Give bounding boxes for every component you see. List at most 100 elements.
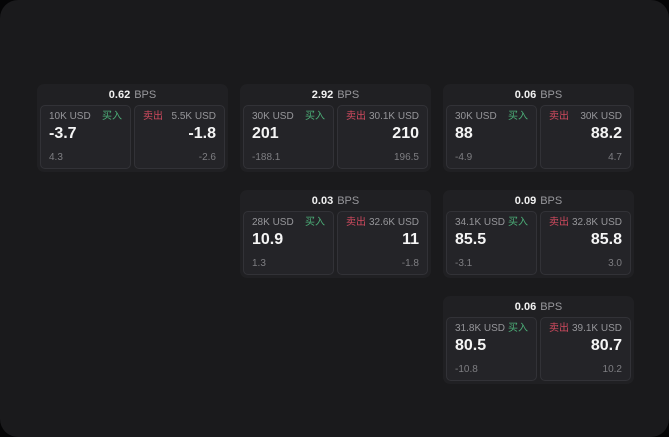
sell-pane[interactable]: 卖出 32.6K USD 11 -1.8 [337, 211, 428, 275]
buy-delta: -188.1 [252, 152, 281, 163]
sell-pane-header: 卖出 32.8K USD [549, 218, 622, 228]
buy-price: 201 [252, 125, 279, 142]
buy-price: 88 [455, 125, 473, 142]
buy-amount: 30K USD [455, 111, 497, 122]
buy-price: -3.7 [49, 125, 77, 142]
buy-delta: -3.1 [455, 258, 473, 269]
buy-amount: 34.1K USD [455, 217, 506, 228]
sell-pane-header: 卖出 39.1K USD [549, 324, 622, 334]
buy-label: 买入 [305, 217, 325, 228]
quote-card: 0.06 BPS 30K USD 买入 88 -4.9 卖出 30K USD [443, 84, 634, 172]
buy-delta: 4.3 [49, 152, 63, 163]
buy-price: 80.5 [455, 337, 487, 354]
bps-value: 0.06 [514, 301, 537, 313]
sell-label: 卖出 [143, 111, 163, 122]
buy-pane-header: 31.8K USD 买入 [455, 324, 528, 334]
buy-amount: 10K USD [49, 111, 91, 122]
buy-pane[interactable]: 30K USD 买入 88 -4.9 [446, 105, 537, 169]
sell-label: 卖出 [549, 323, 569, 334]
bps-unit: BPS [134, 89, 157, 101]
card-header: 0.06 BPS [446, 298, 631, 317]
buy-pane[interactable]: 30K USD 买入 201 -188.1 [243, 105, 334, 169]
sell-pane-header: 卖出 30.1K USD [346, 112, 419, 122]
buy-pane-header: 30K USD 买入 [455, 112, 528, 122]
cards-grid: 0.62 BPS 10K USD 买入 -3.7 4.3 卖出 5.5K USD [37, 84, 634, 384]
sell-pane[interactable]: 卖出 32.8K USD 85.8 3.0 [540, 211, 631, 275]
sell-price: 11 [402, 231, 419, 248]
sell-delta: 4.7 [608, 152, 622, 163]
buy-price: 10.9 [252, 231, 284, 248]
bps-unit: BPS [337, 89, 360, 101]
quote-card: 2.92 BPS 30K USD 买入 201 -188.1 卖出 30.1K … [240, 84, 431, 172]
sell-pane-header: 卖出 5.5K USD [143, 112, 216, 122]
sell-label: 卖出 [549, 111, 569, 122]
buy-amount: 30K USD [252, 111, 294, 122]
sell-price: 85.8 [590, 231, 622, 248]
sell-price: 88.2 [590, 125, 622, 142]
bps-unit: BPS [337, 195, 360, 207]
sell-pane[interactable]: 卖出 39.1K USD 80.7 10.2 [540, 317, 631, 381]
sell-pane[interactable]: 卖出 30.1K USD 210 196.5 [337, 105, 428, 169]
sell-pane[interactable]: 卖出 30K USD 88.2 4.7 [540, 105, 631, 169]
buy-pane[interactable]: 28K USD 买入 10.9 1.3 [243, 211, 334, 275]
sell-price: 80.7 [590, 337, 622, 354]
bps-value: 0.03 [311, 195, 334, 207]
sell-price: 210 [392, 125, 419, 142]
pane-row: 31.8K USD 买入 80.5 -10.8 卖出 39.1K USD 80.… [446, 317, 631, 381]
card-header: 0.62 BPS [40, 86, 225, 105]
sell-amount: 32.8K USD [571, 217, 622, 228]
sell-delta: -2.6 [198, 152, 216, 163]
sell-delta: 196.5 [393, 152, 419, 163]
buy-amount: 28K USD [252, 217, 294, 228]
sell-amount: 30K USD [580, 111, 622, 122]
bps-value: 2.92 [311, 89, 334, 101]
buy-label: 买入 [305, 111, 325, 122]
quote-card: 0.62 BPS 10K USD 买入 -3.7 4.3 卖出 5.5K USD [37, 84, 228, 172]
sell-amount: 5.5K USD [171, 111, 216, 122]
sell-price: -1.8 [188, 125, 216, 142]
sell-label: 卖出 [346, 111, 366, 122]
sell-pane-header: 卖出 30K USD [549, 112, 622, 122]
card-header: 0.09 BPS [446, 192, 631, 211]
buy-delta: -10.8 [455, 364, 478, 375]
sell-delta: -1.8 [401, 258, 419, 269]
bps-unit: BPS [540, 195, 563, 207]
pane-row: 30K USD 买入 88 -4.9 卖出 30K USD 88.2 4.7 [446, 105, 631, 169]
buy-delta: -4.9 [455, 152, 473, 163]
sell-pane[interactable]: 卖出 5.5K USD -1.8 -2.6 [134, 105, 225, 169]
sell-label: 卖出 [549, 217, 569, 228]
card-header: 0.06 BPS [446, 86, 631, 105]
buy-label: 买入 [508, 217, 528, 228]
buy-price: 85.5 [455, 231, 487, 248]
buy-amount: 31.8K USD [455, 323, 506, 334]
quote-card: 0.09 BPS 34.1K USD 买入 85.5 -3.1 卖出 32.8K… [443, 190, 634, 278]
sell-label: 卖出 [346, 217, 366, 228]
card-header: 0.03 BPS [243, 192, 428, 211]
sell-pane-header: 卖出 32.6K USD [346, 218, 419, 228]
buy-pane-header: 34.1K USD 买入 [455, 218, 528, 228]
buy-pane[interactable]: 10K USD 买入 -3.7 4.3 [40, 105, 131, 169]
sell-delta: 3.0 [608, 258, 622, 269]
sell-amount: 30.1K USD [368, 111, 419, 122]
card-header: 2.92 BPS [243, 86, 428, 105]
bps-value: 0.09 [514, 195, 537, 207]
buy-label: 买入 [508, 323, 528, 334]
bps-value: 0.62 [108, 89, 131, 101]
pane-row: 34.1K USD 买入 85.5 -3.1 卖出 32.8K USD 85.8… [446, 211, 631, 275]
buy-pane[interactable]: 34.1K USD 买入 85.5 -3.1 [446, 211, 537, 275]
sell-amount: 32.6K USD [368, 217, 419, 228]
buy-pane-header: 28K USD 买入 [252, 218, 325, 228]
buy-pane-header: 30K USD 买入 [252, 112, 325, 122]
bps-unit: BPS [540, 301, 563, 313]
pane-row: 10K USD 买入 -3.7 4.3 卖出 5.5K USD -1.8 -2.… [40, 105, 225, 169]
bps-unit: BPS [540, 89, 563, 101]
pane-row: 28K USD 买入 10.9 1.3 卖出 32.6K USD 11 -1.8 [243, 211, 428, 275]
buy-label: 买入 [102, 111, 122, 122]
sell-delta: 10.2 [602, 364, 622, 375]
quote-card: 0.03 BPS 28K USD 买入 10.9 1.3 卖出 32.6K US… [240, 190, 431, 278]
pane-row: 30K USD 买入 201 -188.1 卖出 30.1K USD 210 1… [243, 105, 428, 169]
buy-label: 买入 [508, 111, 528, 122]
buy-delta: 1.3 [252, 258, 266, 269]
buy-pane[interactable]: 31.8K USD 买入 80.5 -10.8 [446, 317, 537, 381]
quote-card: 0.06 BPS 31.8K USD 买入 80.5 -10.8 卖出 39.1… [443, 296, 634, 384]
